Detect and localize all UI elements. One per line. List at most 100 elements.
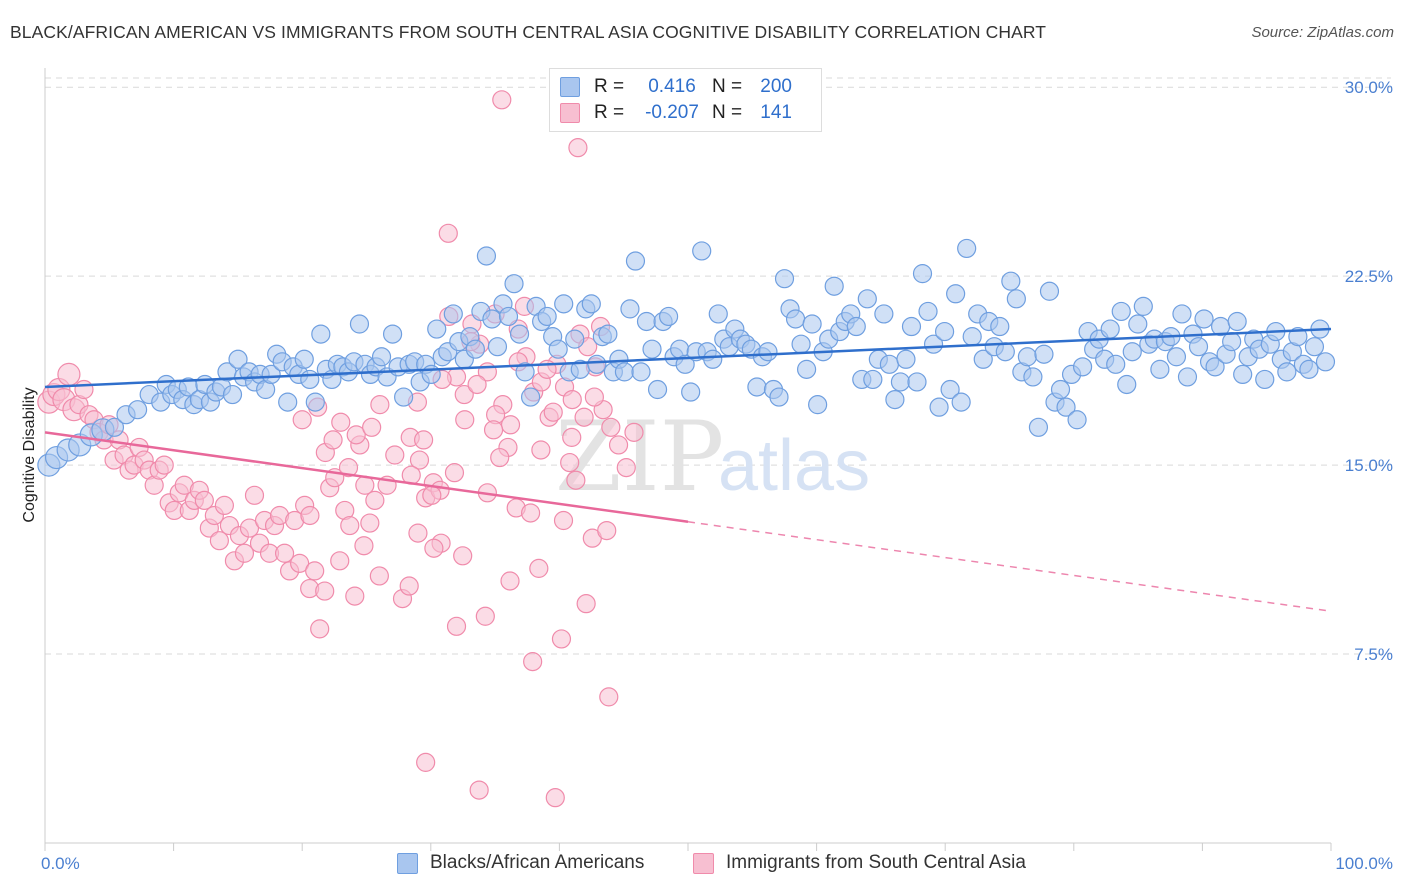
data-point <box>261 364 281 384</box>
data-point <box>896 349 916 369</box>
data-point <box>1227 311 1247 332</box>
data-point <box>57 362 81 386</box>
data-point <box>785 309 806 329</box>
data-point <box>918 301 938 322</box>
data-point <box>500 571 520 591</box>
data-point <box>370 395 390 415</box>
data-point <box>465 339 485 359</box>
data-point <box>863 369 883 390</box>
data-point <box>584 387 604 407</box>
data-point <box>362 417 382 437</box>
data-point <box>957 238 977 259</box>
legend-n-value: 141 <box>760 102 792 123</box>
data-point <box>234 543 255 563</box>
data-point <box>315 581 335 601</box>
data-point <box>625 251 646 271</box>
data-point <box>1299 359 1319 379</box>
data-point <box>482 309 502 329</box>
data-point <box>300 505 320 526</box>
legend-r-value: -0.207 <box>645 102 699 123</box>
data-point <box>560 452 580 473</box>
data-point <box>239 518 260 538</box>
y-tick-label: 22.5% <box>1345 267 1393 286</box>
blue-swatch <box>397 852 418 874</box>
data-point <box>1150 359 1170 379</box>
x-tick-label: 100.0% <box>1335 854 1393 873</box>
data-point <box>802 314 822 334</box>
data-point <box>127 400 148 420</box>
data-point <box>1001 271 1021 291</box>
data-point <box>587 354 607 374</box>
data-point <box>846 316 866 337</box>
data-point <box>476 246 497 266</box>
data-point <box>692 241 712 261</box>
data-point <box>209 531 229 551</box>
legend-r-label: R = <box>594 102 625 123</box>
data-point <box>104 417 125 437</box>
data-point <box>824 276 844 296</box>
data-point <box>537 306 557 327</box>
x-tick-label: 0.0% <box>41 854 80 873</box>
data-point <box>1072 357 1093 377</box>
data-point <box>1111 301 1131 322</box>
data-point <box>455 410 475 430</box>
data-point <box>857 289 877 309</box>
data-point <box>681 382 701 402</box>
data-point <box>154 455 174 475</box>
bottom-legend-blue-label: Blacks/African Americans <box>430 852 645 873</box>
data-point <box>310 619 330 639</box>
data-point <box>1304 337 1325 357</box>
data-point <box>475 606 495 626</box>
pink-points <box>37 90 644 808</box>
data-point <box>581 294 601 314</box>
data-point <box>214 495 234 516</box>
data-point <box>990 316 1010 337</box>
data-point <box>1194 309 1214 329</box>
data-point <box>469 780 489 800</box>
data-point <box>74 379 94 400</box>
bottom-legend-pink-label: Immigrants from South Central Asia <box>726 852 1026 873</box>
data-point <box>1050 379 1071 400</box>
data-point <box>446 616 467 636</box>
data-point <box>973 349 993 369</box>
data-point <box>520 503 541 523</box>
data-point <box>1255 369 1275 390</box>
data-point <box>747 377 767 397</box>
legend-n-value: 200 <box>760 76 792 97</box>
data-point <box>1288 327 1308 347</box>
data-point <box>879 354 899 374</box>
data-point <box>574 407 594 427</box>
bottom-legend: Blacks/African Americans Immigrants from… <box>0 852 1406 876</box>
data-point <box>290 553 310 573</box>
data-point <box>647 379 668 400</box>
blue-points <box>37 238 1336 477</box>
data-point <box>708 304 728 324</box>
data-point <box>1117 374 1137 395</box>
data-point <box>545 788 565 808</box>
data-point <box>1222 332 1242 352</box>
legend-n-label: N = <box>712 102 743 123</box>
data-point <box>520 387 541 407</box>
y-tick-label: 15.0% <box>1345 456 1393 475</box>
data-point <box>562 389 582 410</box>
data-point <box>340 515 360 536</box>
data-point <box>311 324 331 344</box>
data-point <box>194 490 214 510</box>
data-point <box>874 304 894 324</box>
data-point <box>566 470 586 490</box>
data-point <box>523 652 543 672</box>
data-point <box>369 566 389 586</box>
data-point <box>294 349 314 369</box>
data-point <box>454 384 474 405</box>
data-point <box>1172 304 1192 324</box>
data-point <box>774 269 795 289</box>
data-point <box>305 561 325 581</box>
data-point <box>409 450 430 470</box>
data-point <box>940 379 960 400</box>
data-point <box>1067 410 1087 430</box>
data-point <box>962 327 982 347</box>
chart-title: BLACK/AFRICAN AMERICAN VS IMMIGRANTS FRO… <box>10 22 1047 42</box>
data-point <box>912 264 933 284</box>
data-point <box>490 447 510 468</box>
